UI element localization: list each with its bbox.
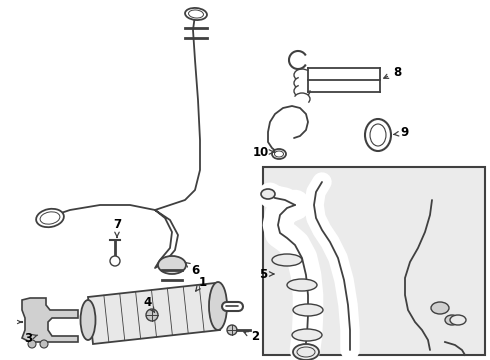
Circle shape xyxy=(146,309,158,321)
Ellipse shape xyxy=(370,124,386,146)
Text: 3: 3 xyxy=(24,332,38,345)
Text: 9: 9 xyxy=(394,126,408,139)
Ellipse shape xyxy=(36,209,64,227)
FancyBboxPatch shape xyxy=(263,167,485,355)
Text: 5: 5 xyxy=(259,267,274,280)
Ellipse shape xyxy=(294,77,310,89)
Circle shape xyxy=(227,325,237,335)
Ellipse shape xyxy=(272,254,302,266)
Ellipse shape xyxy=(445,315,459,325)
Circle shape xyxy=(110,256,120,266)
Ellipse shape xyxy=(292,329,322,341)
Polygon shape xyxy=(22,298,78,342)
Ellipse shape xyxy=(365,119,391,151)
Ellipse shape xyxy=(272,149,286,159)
Ellipse shape xyxy=(294,69,310,81)
Ellipse shape xyxy=(431,302,449,314)
Polygon shape xyxy=(88,283,220,344)
Ellipse shape xyxy=(450,315,466,325)
Ellipse shape xyxy=(293,304,323,316)
Text: 7: 7 xyxy=(113,219,121,237)
Ellipse shape xyxy=(261,189,275,199)
Ellipse shape xyxy=(294,93,310,105)
Circle shape xyxy=(40,340,48,348)
Ellipse shape xyxy=(209,282,227,330)
Ellipse shape xyxy=(185,8,207,20)
Text: 10: 10 xyxy=(253,145,275,158)
Ellipse shape xyxy=(293,344,319,360)
Ellipse shape xyxy=(158,256,186,274)
Text: 8: 8 xyxy=(384,66,401,78)
Text: 1: 1 xyxy=(196,275,207,291)
Ellipse shape xyxy=(287,279,317,291)
Ellipse shape xyxy=(80,300,96,340)
Text: 2: 2 xyxy=(244,330,259,343)
Ellipse shape xyxy=(294,85,310,97)
Circle shape xyxy=(28,340,36,348)
Text: 6: 6 xyxy=(185,262,199,276)
Text: 4: 4 xyxy=(144,297,154,312)
